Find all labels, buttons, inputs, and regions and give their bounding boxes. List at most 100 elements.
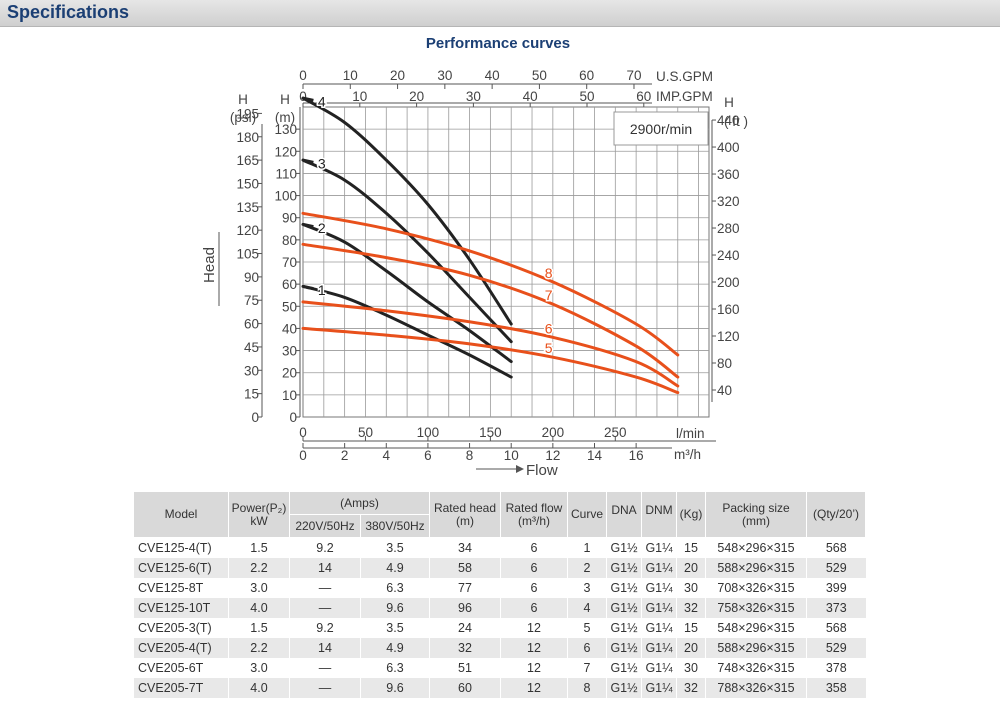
- cell-dnm: G1¼: [641, 678, 677, 698]
- cell-amps380: 9.6: [360, 678, 430, 698]
- table-row: CVE205-7T 4.0—9.6 60 12 8 G1½ G1¼ 32 788×326×315…: [133, 678, 866, 698]
- y-m-tick-label: 40: [282, 321, 297, 336]
- cell-amps380: 4.9: [360, 638, 430, 658]
- curve-label: 6: [545, 320, 553, 336]
- cell-kg: 32: [676, 678, 706, 698]
- y-ft-tick-label: 200: [717, 275, 740, 290]
- x-impgpm-tick-label: 20: [409, 89, 424, 104]
- cell-curve: 4: [567, 598, 607, 618]
- cell-amps220: 9.2: [289, 537, 361, 558]
- curve-label: 7: [545, 287, 553, 303]
- y-psi-tick-label: 60: [244, 317, 259, 332]
- y-m-tick-label: 50: [282, 299, 297, 314]
- x-m3h-tick-label: 8: [466, 448, 474, 463]
- x-usgpm-tick-label: 10: [343, 68, 358, 83]
- cell-model: CVE125-8T: [133, 578, 229, 598]
- x-m3h-tick-label: 10: [504, 448, 519, 463]
- cell-head: 58: [429, 558, 501, 578]
- series-line-7: [301, 242, 680, 379]
- cell-model: CVE205-6T: [133, 658, 229, 678]
- x-m3h-tick-label: 4: [383, 448, 391, 463]
- y-psi-tick-label: 30: [244, 363, 259, 378]
- cell-qty: 358: [806, 678, 866, 698]
- cell-power: 3.0: [228, 578, 290, 598]
- cell-flow: 12: [500, 658, 568, 678]
- y-psi-tick-label: 165: [236, 153, 259, 168]
- y-psi-tick-label: 135: [236, 200, 259, 215]
- cell-model: CVE125-4(T): [133, 537, 229, 558]
- curve-label: 4: [318, 94, 326, 110]
- specifications-table: Model Power(P₂) kW (Amps) Rated head (m) R…: [133, 491, 866, 698]
- cell-power: 4.0: [228, 678, 290, 698]
- series-start-mark: [302, 96, 314, 102]
- cell-dna: G1½: [606, 618, 642, 638]
- x-impgpm-label: IMP.GPM: [656, 89, 713, 104]
- series-start-mark: [302, 284, 314, 291]
- y-ft-tick-label: 120: [717, 329, 740, 344]
- cell-dnm: G1¼: [641, 658, 677, 678]
- y-m-tick-label: 120: [274, 144, 297, 159]
- rated-head-label: Rated head: [433, 500, 497, 515]
- section-header-bar: Specifications: [0, 0, 1000, 27]
- x-lmin-tick-label: 150: [479, 425, 502, 440]
- flow-arrow-head: [516, 465, 524, 473]
- cell-qty: 399: [806, 578, 866, 598]
- col-header-amps-220: 220V/50Hz: [289, 514, 361, 538]
- x-usgpm-label: U.S.GPM: [656, 69, 713, 84]
- y-psi-h-label: H: [238, 92, 248, 107]
- x-m3h-label: m³/h: [674, 447, 701, 462]
- head-label: Head: [201, 247, 218, 283]
- cell-amps220: 9.2: [289, 618, 361, 638]
- table-row: CVE125-4(T) 1.5 9.2 3.5 34 6 1 G1½ G1¼ 15 548×296×…: [133, 537, 866, 558]
- cell-dnm: G1¼: [641, 578, 677, 598]
- cell-amps220: —: [289, 578, 361, 598]
- y-m-tick-label: 10: [282, 388, 297, 403]
- series-start-mark: [302, 222, 314, 229]
- y-m-tick-label: 110: [275, 166, 297, 181]
- cell-dna: G1½: [606, 578, 642, 598]
- y-ft-tick-label: 160: [717, 302, 740, 317]
- x-m3h-tick-label: 12: [545, 448, 560, 463]
- y-psi-tick-label: 150: [236, 176, 259, 191]
- col-header-kg: (Kg): [676, 491, 706, 538]
- x-usgpm-tick-label: 40: [485, 68, 500, 83]
- cell-dnm: G1¼: [641, 618, 677, 638]
- cell-flow: 6: [500, 598, 568, 618]
- y-m-tick-label: 90: [282, 211, 297, 226]
- cell-kg: 20: [676, 558, 706, 578]
- curve-label: 2: [318, 220, 326, 236]
- y-psi-tick-label: 195: [236, 106, 259, 121]
- rated-flow-label: Rated flow: [505, 500, 563, 515]
- flow-label: Flow: [526, 462, 558, 479]
- cell-packing: 748×326×315: [705, 658, 807, 678]
- chart-title: Performance curves: [426, 35, 570, 52]
- table-row: CVE205-3(T) 1.5 9.2 3.5 24 12 5 G1½ G1¼ 15 548×296…: [133, 618, 866, 638]
- cell-amps220: —: [289, 598, 361, 618]
- cell-dnm: G1¼: [641, 537, 677, 558]
- cell-amps220: 14: [289, 558, 361, 578]
- y-ft-tick-label: 440: [717, 113, 740, 128]
- chart-curve-labels: 1 2 3 4 5 6 7 8: [316, 92, 554, 358]
- series-line-4: [301, 96, 513, 326]
- x-m3h-tick-label: 2: [341, 448, 349, 463]
- cell-flow: 6: [500, 537, 568, 558]
- cell-packing: 788×326×315: [705, 678, 807, 698]
- y-ft-unit: ( ft ): [724, 114, 748, 129]
- cell-qty: 373: [806, 598, 866, 618]
- x-usgpm-tick-label: 70: [626, 68, 641, 83]
- cell-curve: 2: [567, 558, 607, 578]
- x-m3h-tick-label: 16: [629, 448, 644, 463]
- cell-packing: 548×296×315: [705, 618, 807, 638]
- cell-kg: 30: [676, 578, 706, 598]
- x-impgpm-tick-label: 10: [352, 89, 367, 104]
- col-header-amps: (Amps): [289, 491, 430, 515]
- cell-power: 1.5: [228, 618, 290, 638]
- table-body: CVE125-4(T) 1.5 9.2 3.5 34 6 1 G1½ G1¼ 15 548×296×…: [133, 537, 866, 698]
- cell-amps380: 4.9: [360, 558, 430, 578]
- col-header-qty: (Qty/20’): [806, 491, 866, 538]
- col-header-rated-flow: Rated flow (m³/h): [500, 491, 568, 538]
- cell-dna: G1½: [606, 658, 642, 678]
- cell-amps220: —: [289, 678, 361, 698]
- y-psi-tick-label: 15: [244, 387, 259, 402]
